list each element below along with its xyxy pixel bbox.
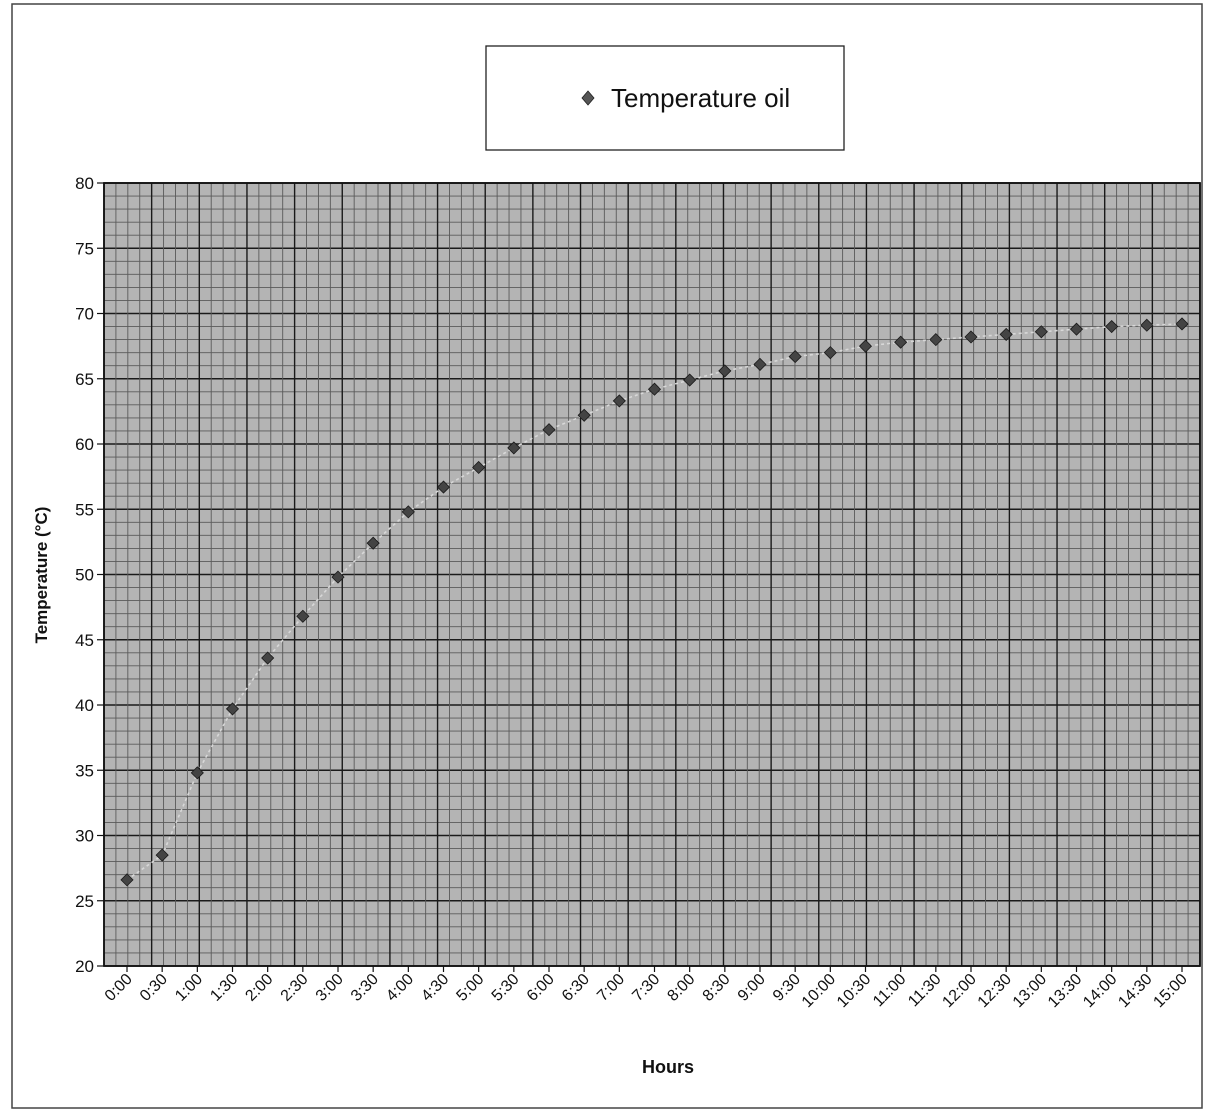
- data-point-6-30: [577, 408, 591, 422]
- legend-diamond-icon: [581, 90, 595, 106]
- data-point-12-30: [999, 327, 1013, 341]
- y-axis-title: Temperature (°C): [32, 507, 51, 644]
- y-tick-label: 80: [75, 174, 94, 193]
- data-point-11-00: [894, 335, 908, 349]
- data-point-1-00: [190, 766, 204, 780]
- data-point-3-00: [331, 570, 345, 584]
- y-tick-label: 20: [75, 957, 94, 976]
- data-point-13-30: [1069, 322, 1084, 336]
- y-tick-label: 65: [75, 370, 94, 389]
- y-tick-label: 55: [75, 500, 94, 519]
- data-point-7-30: [647, 382, 662, 396]
- y-tick-label: 30: [75, 827, 94, 846]
- legend: Temperature oil: [485, 45, 845, 151]
- data-point-3-30: [366, 536, 380, 550]
- data-point-10-00: [823, 346, 837, 360]
- grid: [103, 182, 1201, 967]
- data-point-4-30: [436, 480, 451, 494]
- data-point-0-30: [155, 848, 169, 862]
- y-tick-label: 50: [75, 566, 94, 585]
- y-tick-label: 70: [75, 305, 94, 324]
- data-point-12-00: [964, 330, 978, 344]
- legend-box: [485, 45, 845, 151]
- y-tick-label: 40: [75, 696, 94, 715]
- data-point-1-30: [225, 702, 240, 716]
- y-tick-label: 35: [75, 761, 94, 780]
- y-tick-label: 60: [75, 435, 94, 454]
- data-point-9-00: [753, 357, 767, 371]
- legend-label: Temperature oil: [611, 83, 790, 113]
- data-markers: [120, 317, 1189, 887]
- data-point-9-30: [788, 349, 802, 364]
- data-point-0-00: [120, 873, 134, 887]
- data-point-15-00: [1175, 317, 1189, 331]
- y-tick-label: 75: [75, 239, 94, 258]
- data-point-13-00: [1034, 325, 1048, 339]
- data-point-11-30: [929, 333, 943, 347]
- y-axis-ticks: 20 25 30 35 40 45 50 55 60 65 70 75 80: [75, 174, 104, 976]
- data-point-14-30: [1140, 318, 1154, 332]
- data-point-10-30: [858, 339, 873, 353]
- data-point-8-00: [683, 373, 697, 387]
- data-point-7-00: [612, 394, 626, 408]
- data-point-14-00: [1105, 319, 1119, 334]
- x-axis-title: Hours: [642, 1057, 694, 1077]
- data-point-8-30: [718, 364, 732, 378]
- data-point-4-00: [401, 505, 415, 519]
- data-point-2-30: [296, 609, 310, 623]
- data-point-5-30: [507, 441, 521, 455]
- y-tick-label: 25: [75, 892, 94, 911]
- data-point-2-00: [261, 651, 275, 665]
- y-tick-label: 45: [75, 631, 94, 650]
- data-point-5-00: [472, 460, 486, 475]
- data-point-6-00: [542, 423, 556, 437]
